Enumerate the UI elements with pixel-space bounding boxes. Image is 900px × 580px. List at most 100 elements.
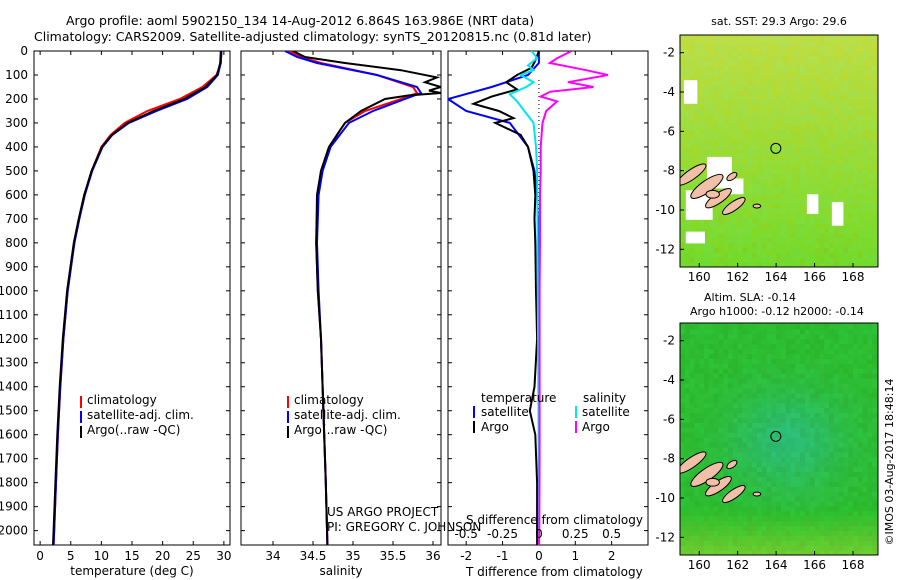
map-cell — [853, 134, 859, 140]
map-cell — [776, 168, 782, 175]
map-cell — [680, 505, 686, 512]
map-cell — [809, 402, 816, 409]
map-cell — [867, 168, 873, 175]
map-cell — [771, 387, 777, 394]
map-cell — [732, 114, 739, 121]
map-cell — [766, 90, 772, 96]
map-cell — [790, 262, 796, 267]
map-cell — [829, 466, 835, 472]
map-cell — [819, 422, 825, 428]
map-cell — [853, 104, 859, 111]
map-cell — [718, 545, 724, 551]
map-cell — [872, 378, 878, 384]
map-cell — [704, 515, 710, 522]
map-cell — [819, 491, 825, 497]
map-cell — [833, 378, 840, 384]
map-cell — [838, 525, 844, 531]
map-cell — [790, 427, 796, 433]
map-cell — [857, 461, 864, 468]
map-cell — [732, 456, 739, 463]
map-cell — [829, 109, 835, 116]
map-cell — [785, 70, 792, 76]
map-cell — [780, 99, 787, 106]
map-cell — [704, 368, 710, 374]
map-cell — [819, 333, 825, 340]
map-cell — [857, 247, 864, 253]
map-cell — [853, 412, 859, 418]
map-cell — [857, 333, 864, 340]
map-cell — [800, 55, 806, 62]
map-cell — [872, 45, 878, 52]
map-cell — [732, 466, 739, 472]
map-cell — [814, 545, 820, 551]
map-cell — [742, 257, 748, 263]
map-cell — [694, 124, 700, 130]
map-cell — [742, 515, 748, 522]
map-cell — [867, 333, 873, 340]
map-cell — [867, 45, 873, 52]
map-cell — [699, 247, 705, 253]
map-cell — [694, 392, 700, 399]
map-cell — [732, 324, 739, 330]
map-cell — [848, 203, 854, 209]
map-cell — [848, 45, 854, 52]
map-cell — [795, 466, 801, 472]
map-cell — [713, 247, 719, 253]
map-cell — [843, 324, 849, 330]
map-cell — [838, 85, 844, 91]
map-cell — [776, 535, 782, 541]
map-cell — [780, 505, 787, 512]
map-cell — [824, 437, 830, 443]
map-cell — [872, 85, 878, 91]
map-cell — [737, 95, 744, 101]
map-cell — [833, 471, 840, 477]
map-cell — [862, 95, 868, 101]
map-cell — [790, 476, 796, 482]
map-cell — [800, 446, 806, 453]
map-cell — [790, 363, 796, 369]
map-cell — [790, 486, 796, 492]
map-cell — [824, 476, 830, 482]
map-cell — [795, 45, 801, 52]
map-cell — [814, 173, 820, 180]
map-cell — [761, 505, 768, 512]
map-cell — [780, 227, 787, 234]
map-cell — [824, 40, 830, 47]
map-cell — [862, 75, 868, 81]
map-cell — [756, 183, 763, 189]
map-cell — [766, 163, 772, 170]
map-cell — [805, 173, 811, 180]
map-cell — [680, 85, 686, 91]
map-cell — [771, 85, 777, 91]
map-cell — [867, 520, 873, 527]
map-cell — [805, 252, 811, 258]
map-cell — [872, 222, 878, 229]
map-cell — [862, 232, 868, 239]
map-cell — [742, 535, 748, 541]
map-cell — [718, 530, 724, 536]
map-cell — [800, 65, 806, 71]
map-cell — [680, 232, 686, 239]
map-cell — [819, 363, 825, 369]
map-cell — [862, 323, 868, 325]
map-cell — [809, 476, 816, 482]
map-cell — [689, 446, 695, 453]
map-cell — [737, 451, 744, 458]
map-cell — [771, 119, 777, 125]
map-cell — [708, 114, 715, 121]
map-cell — [684, 373, 691, 379]
map-cell — [689, 378, 695, 384]
map-cell — [780, 203, 787, 209]
map-cell — [790, 496, 796, 502]
map-cell — [776, 392, 782, 399]
map-cell — [795, 163, 801, 170]
map-cell — [752, 134, 758, 140]
map-cell — [699, 520, 705, 527]
map-cell — [867, 545, 873, 551]
map-cell — [704, 540, 710, 546]
map-cell — [708, 119, 715, 125]
map-cell — [824, 114, 830, 121]
map-cell — [809, 461, 816, 468]
map-cell — [814, 510, 820, 517]
